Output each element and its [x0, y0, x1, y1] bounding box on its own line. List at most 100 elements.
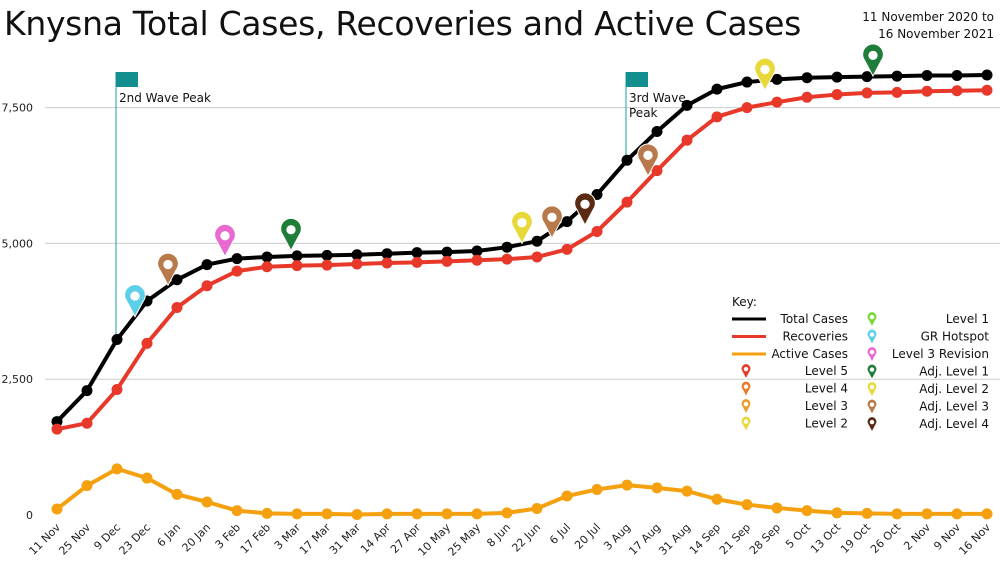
- y-tick-label: 0: [26, 509, 33, 522]
- data-point-total-cases: [711, 83, 723, 95]
- x-tick-label: 17 Aug: [626, 521, 663, 558]
- data-point-recoveries: [501, 253, 513, 265]
- data-point-active-cases: [981, 508, 993, 520]
- pin-body: [866, 346, 878, 364]
- data-point-recoveries: [591, 225, 603, 237]
- data-point-total-cases: [381, 248, 393, 260]
- data-point-recoveries: [81, 417, 93, 429]
- pin-body: [511, 210, 533, 245]
- data-point-recoveries: [921, 85, 933, 97]
- data-point-recoveries: [531, 251, 543, 263]
- legend-label: Level 4: [805, 382, 848, 396]
- y-axis-ticks: 0 2,500 5,000 7,500: [2, 102, 34, 522]
- pin-hole: [743, 366, 749, 372]
- data-point-active-cases: [111, 463, 123, 475]
- x-tick-label: 26 Oct: [868, 520, 903, 555]
- data-point-recoveries: [411, 256, 423, 268]
- data-point-active-cases: [381, 508, 393, 520]
- data-point-recoveries: [291, 260, 303, 272]
- annotation-label: 2nd Wave Peak: [119, 91, 211, 105]
- annotation-label-line-2: Peak: [629, 106, 658, 120]
- pin-hole: [743, 401, 749, 407]
- legend-label: Level 3: [805, 399, 848, 413]
- data-point-recoveries: [831, 89, 843, 101]
- data-point-active-cases: [651, 482, 663, 494]
- data-point-total-cases: [741, 76, 753, 88]
- legend-label: Adj. Level 3: [919, 400, 989, 414]
- pin-body: [866, 328, 878, 346]
- data-point-active-cases: [561, 490, 573, 502]
- data-point-total-cases: [831, 71, 843, 83]
- data-point-active-cases: [291, 508, 303, 520]
- pin-body: [866, 398, 878, 416]
- data-point-active-cases: [81, 480, 93, 492]
- data-point-active-cases: [741, 499, 753, 511]
- data-point-active-cases: [591, 483, 603, 495]
- legend-pin-icon: [866, 363, 878, 381]
- legend-label: Adj. Level 1: [919, 365, 989, 379]
- legend-pin-icon: [866, 381, 878, 399]
- x-tick-label: 17 Feb: [238, 521, 273, 556]
- y-tick-label: 2,500: [2, 373, 34, 386]
- pin-body: [740, 398, 752, 416]
- location-pin-icon: [124, 284, 146, 318]
- data-point-recoveries: [111, 384, 123, 396]
- data-point-total-cases: [231, 253, 243, 265]
- data-point-recoveries: [201, 280, 213, 292]
- pin-body: [754, 57, 776, 92]
- x-tick-label: 11 Nov: [26, 521, 63, 558]
- legend-pin-icon: [740, 380, 752, 398]
- pin-body: [280, 217, 302, 252]
- x-tick-label: 20 Jan: [180, 521, 214, 555]
- pin-body: [866, 381, 878, 399]
- legend-label: Adj. Level 2: [919, 382, 989, 396]
- pin-hole: [643, 150, 653, 160]
- data-point-total-cases: [561, 216, 573, 228]
- flag-icon: [626, 72, 648, 87]
- series-group: [51, 69, 993, 520]
- data-point-total-cases: [681, 99, 693, 111]
- data-point-active-cases: [501, 507, 513, 519]
- pin-hole: [517, 218, 527, 228]
- subtitle-line-1: 11 November 2020 to: [862, 10, 994, 24]
- legend-pin-icon: [740, 398, 752, 416]
- x-tick-label: 19 Oct: [838, 520, 873, 555]
- data-point-active-cases: [711, 493, 723, 505]
- data-point-active-cases: [951, 508, 963, 520]
- pin-body: [541, 205, 563, 240]
- data-point-active-cases: [921, 508, 933, 520]
- pin-hole: [869, 349, 875, 355]
- pin-hole: [869, 384, 875, 390]
- data-point-active-cases: [321, 508, 333, 520]
- data-point-active-cases: [681, 485, 693, 497]
- x-tick-label: 16 Nov: [956, 521, 993, 558]
- x-tick-label: 25 May: [445, 521, 483, 559]
- pin-hole: [743, 384, 749, 389]
- pin-body: [574, 192, 596, 226]
- location-pin-icon: [541, 205, 563, 240]
- legend-pin-icon: [740, 415, 752, 433]
- x-tick-label: 2 Nov: [901, 521, 933, 553]
- data-point-recoveries: [981, 84, 993, 96]
- data-point-active-cases: [261, 507, 273, 519]
- data-point-total-cases: [321, 249, 333, 261]
- y-tick-label: 5,000: [2, 237, 34, 250]
- x-tick-label: 21 Sep: [717, 521, 753, 557]
- data-point-active-cases: [531, 502, 543, 514]
- data-point-total-cases: [771, 73, 783, 85]
- pin-body: [740, 380, 752, 398]
- level-markers: [124, 43, 884, 318]
- pin-body: [214, 223, 236, 258]
- data-point-total-cases: [441, 246, 453, 258]
- data-point-active-cases: [801, 505, 813, 517]
- x-tick-label: 31 Aug: [656, 521, 693, 558]
- chart-subtitle: 11 November 2020 to 16 November 2021: [862, 9, 994, 43]
- data-point-total-cases: [471, 245, 483, 257]
- legend-label: Level 2: [805, 417, 848, 431]
- x-tick-label: 14 Apr: [358, 521, 393, 556]
- data-point-total-cases: [261, 251, 273, 263]
- pin-body: [124, 284, 146, 318]
- location-pin-icon: [754, 57, 776, 92]
- pin-hole: [220, 231, 230, 241]
